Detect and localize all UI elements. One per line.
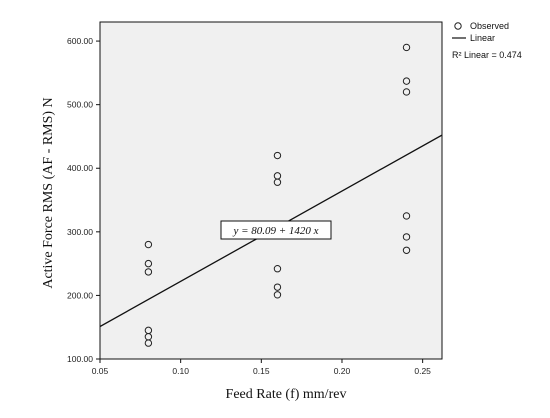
x-tick-label: 0.05 bbox=[92, 366, 109, 376]
r-squared-label: R² Linear = 0.474 bbox=[452, 50, 522, 60]
data-point bbox=[144, 240, 153, 249]
data-point bbox=[273, 265, 282, 273]
data-point bbox=[402, 88, 411, 96]
data-point bbox=[273, 178, 282, 186]
data-point bbox=[273, 291, 282, 299]
legend-linear-label: Linear bbox=[470, 33, 495, 43]
x-axis-title: Feed Rate (f) mm/rev bbox=[226, 387, 347, 402]
y-tick-label: 300.00 bbox=[67, 227, 93, 237]
x-tick-label: 0.20 bbox=[334, 366, 351, 376]
data-point bbox=[402, 212, 411, 220]
axes: 0.05 0.10 0.15 0.20 0.25 100.00 200.00 300.00 40… bbox=[67, 36, 431, 376]
plot-area bbox=[99, 21, 443, 360]
y-tick-label: 100.00 bbox=[67, 354, 93, 364]
data-point bbox=[144, 268, 153, 276]
equation-box: y = 80.09 + 1420 x bbox=[220, 220, 332, 240]
data-point bbox=[273, 151, 282, 160]
y-tick-label: 200.00 bbox=[67, 290, 93, 300]
data-point bbox=[402, 43, 411, 52]
observed-points bbox=[144, 43, 411, 347]
data-point bbox=[402, 77, 411, 85]
data-point bbox=[144, 259, 153, 268]
legend: Observed Linear R² Linear = 0.474 bbox=[452, 21, 522, 60]
y-axis-title: Active Force RMS (AF - RMS) N bbox=[41, 97, 56, 288]
data-point bbox=[402, 246, 411, 254]
data-point bbox=[144, 339, 153, 347]
legend-observed-marker bbox=[454, 22, 462, 30]
equation-label: y = 80.09 + 1420 x bbox=[232, 225, 318, 237]
x-tick-label: 0.15 bbox=[253, 366, 270, 376]
legend-observed-label: Observed bbox=[470, 21, 509, 31]
y-tick-label: 400.00 bbox=[67, 163, 93, 173]
x-tick-label: 0.10 bbox=[172, 366, 189, 376]
data-point bbox=[402, 233, 411, 241]
x-tick-label: 0.25 bbox=[414, 366, 431, 376]
data-point bbox=[273, 283, 282, 291]
y-tick-label: 500.00 bbox=[67, 100, 93, 110]
y-tick-label: 600.00 bbox=[67, 36, 93, 46]
